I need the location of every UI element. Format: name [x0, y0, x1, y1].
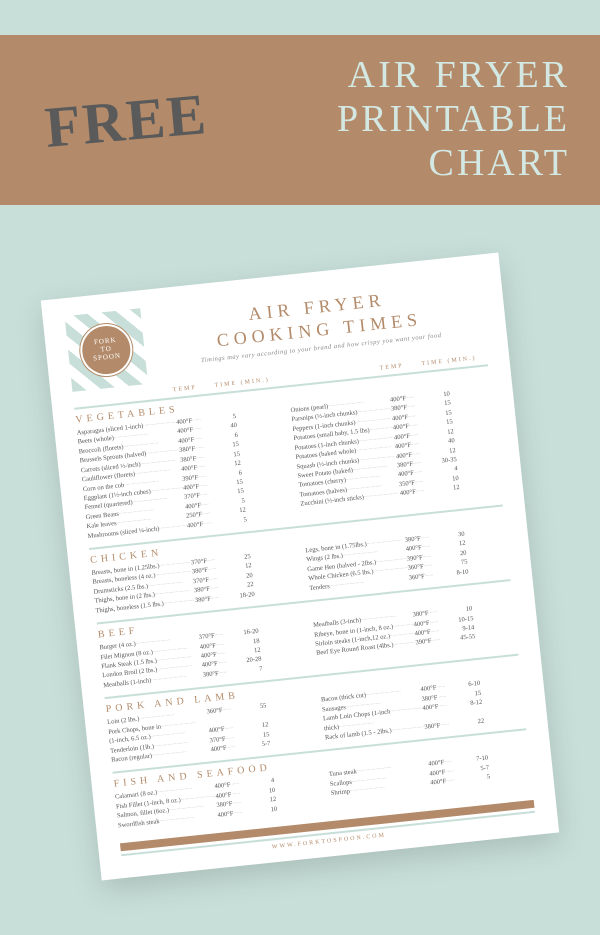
food-time: 5	[218, 515, 247, 527]
food-temp: 400°F	[430, 775, 463, 788]
food-time: 8-10	[440, 567, 469, 579]
promo-banner: FREE AIR FRYER PRINTABLE CHART	[0, 35, 600, 205]
food-time: 10	[249, 804, 278, 816]
food-time: 7	[234, 664, 263, 676]
food-time: 12	[431, 483, 460, 495]
food-time: 45-55	[447, 633, 476, 645]
food-temp: 400°F	[399, 486, 432, 499]
food-time: 18-20	[226, 590, 255, 602]
section-column: Asparagus (sliced 1-inch)400°F5Beets (wh…	[76, 408, 288, 541]
logo-stripes: FORK TO SPOON	[65, 308, 149, 392]
food-temp: 400°F	[210, 742, 243, 755]
food-temp: 400°F	[187, 518, 220, 531]
section-column: Onions (pearl)400°F10Parsnips (½-inch ch…	[290, 385, 502, 518]
food-time: 5	[462, 773, 491, 785]
chart-title: AIR FRYER COOKING TIMES Timings may vary…	[152, 273, 485, 370]
sections-container: VEGETABLESAsparagus (sliced 1-inch)400°F…	[74, 364, 533, 837]
food-time: 5-7	[242, 739, 271, 751]
free-badge: FREE	[42, 80, 210, 161]
chart-document: FORK TO SPOON AIR FRYER COOKING TIMES Ti…	[41, 253, 559, 881]
logo-circle: FORK TO SPOON	[78, 321, 135, 378]
food-temp: 400°F	[217, 807, 250, 820]
banner-title: AIR FRYER PRINTABLE CHART	[337, 54, 570, 185]
food-temp: 380°F	[194, 593, 227, 606]
food-temp: 390°F	[415, 635, 448, 648]
food-temp: 380°F	[424, 720, 457, 733]
food-temp: 380°F	[202, 667, 235, 680]
food-temp: 360°F	[408, 570, 441, 583]
